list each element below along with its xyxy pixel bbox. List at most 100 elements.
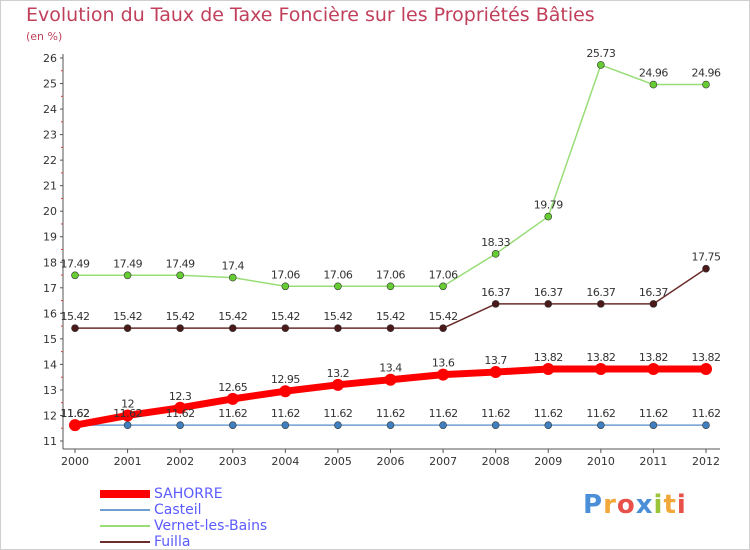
x-tick-label: 2005 xyxy=(324,455,352,468)
y-tick-label: 16 xyxy=(43,307,57,320)
data-label-sahorre: 13.82 xyxy=(692,351,721,364)
y-unit-label: (en %) xyxy=(26,30,63,43)
data-label-vernet-les-bains: 19.79 xyxy=(534,199,563,212)
data-label-casteil: 11.62 xyxy=(113,407,142,420)
data-label-sahorre: 12.95 xyxy=(271,373,300,386)
data-label-fuilla: 16.37 xyxy=(586,286,615,299)
data-point-sahorre xyxy=(279,385,292,398)
data-point-vernet-les-bains xyxy=(439,282,447,291)
data-label-sahorre: 12.65 xyxy=(218,381,247,394)
data-point-vernet-les-bains xyxy=(334,282,342,291)
data-label-vernet-les-bains: 17.4 xyxy=(222,260,245,273)
x-tick-label: 2012 xyxy=(692,455,720,468)
data-point-sahorre xyxy=(489,366,502,379)
data-point-sahorre xyxy=(594,362,607,375)
data-label-casteil: 11.62 xyxy=(61,407,90,420)
data-label-vernet-les-bains: 17.49 xyxy=(113,257,142,270)
data-point-fuilla xyxy=(544,300,553,308)
data-point-casteil xyxy=(334,421,342,429)
x-tick-label: 2009 xyxy=(534,455,562,468)
data-label-sahorre: 13.6 xyxy=(432,357,455,370)
data-label-fuilla: 15.42 xyxy=(218,310,247,323)
logo-letter: i xyxy=(653,490,664,520)
data-label-sahorre: 13.7 xyxy=(484,354,507,367)
data-label-vernet-les-bains: 24.96 xyxy=(692,67,721,80)
data-point-sahorre xyxy=(384,373,397,386)
data-point-sahorre xyxy=(331,378,344,391)
data-point-casteil xyxy=(649,421,658,429)
data-point-casteil xyxy=(281,421,290,429)
data-point-sahorre xyxy=(700,362,712,375)
data-point-casteil xyxy=(702,421,710,429)
chart-title: Evolution du Taux de Taxe Foncière sur l… xyxy=(26,4,595,26)
data-label-fuilla: 15.42 xyxy=(323,310,352,323)
x-tick-label: 2008 xyxy=(482,455,510,468)
data-label-vernet-les-bains: 18.33 xyxy=(481,236,510,249)
axes: 11 12 13 14 15 16 17 18 19 20 21 22 23 24 25 26 2000 2001… xyxy=(43,52,720,468)
y-tick-label: 15 xyxy=(43,333,57,346)
data-point-vernet-les-bains xyxy=(228,273,237,282)
data-point-vernet-les-bains xyxy=(702,80,710,89)
series-lines xyxy=(69,61,712,432)
y-tick-label: 17 xyxy=(43,282,57,295)
y-tick-label: 18 xyxy=(43,256,57,269)
data-label-sahorre: 12.3 xyxy=(169,390,192,403)
y-tick-label: 25 xyxy=(43,78,57,91)
legend-label: Fuilla xyxy=(154,534,191,550)
data-point-fuilla xyxy=(649,300,658,308)
logo-letter: x xyxy=(635,490,654,520)
legend-label: Casteil xyxy=(154,502,202,518)
data-label-casteil: 11.62 xyxy=(639,407,668,420)
data-point-vernet-les-bains xyxy=(281,282,290,291)
y-tick-label: 23 xyxy=(43,129,57,142)
data-point-sahorre xyxy=(226,392,239,405)
data-label-sahorre: 11.62 xyxy=(61,407,90,420)
data-point-fuilla xyxy=(334,324,342,332)
legend-label: Vernet-les-Bains xyxy=(154,518,268,534)
data-label-fuilla: 17.75 xyxy=(692,251,721,264)
legend-swatch xyxy=(100,525,150,527)
logo-letter: i xyxy=(676,490,687,520)
y-tick-label: 24 xyxy=(43,103,57,116)
x-tick-label: 2006 xyxy=(377,455,405,468)
data-point-vernet-les-bains xyxy=(176,271,184,280)
y-tick-label: 14 xyxy=(43,358,57,371)
y-tick-label: 22 xyxy=(43,154,57,167)
legend-item-sahorre: SAHORRE xyxy=(100,486,223,502)
data-label-casteil: 11.62 xyxy=(692,407,721,420)
data-label-casteil: 11.62 xyxy=(166,407,195,420)
data-point-fuilla xyxy=(71,324,79,332)
data-label-fuilla: 15.42 xyxy=(113,310,142,323)
series-line-vernet-les-bains xyxy=(74,64,707,288)
data-label-sahorre: 13.82 xyxy=(534,351,563,364)
data-point-fuilla xyxy=(386,324,395,332)
y-tick-label: 12 xyxy=(43,409,57,422)
data-label-vernet-les-bains: 17.06 xyxy=(323,268,352,281)
data-point-vernet-les-bains xyxy=(544,212,553,221)
data-label-casteil: 11.62 xyxy=(323,407,352,420)
x-tick-label: 2010 xyxy=(587,455,615,468)
data-label-fuilla: 15.42 xyxy=(271,310,300,323)
data-label-fuilla: 16.37 xyxy=(534,286,563,299)
x-tick-label: 2007 xyxy=(429,455,457,468)
data-label-sahorre: 12 xyxy=(121,397,134,410)
logo-letter: P xyxy=(583,490,604,520)
data-label-fuilla: 16.37 xyxy=(481,286,510,299)
data-label-fuilla: 15.42 xyxy=(429,310,458,323)
data-point-vernet-les-bains xyxy=(597,61,605,69)
data-point-casteil xyxy=(597,421,605,429)
proxiti-logo: Proxiti xyxy=(583,490,687,520)
data-point-sahorre xyxy=(174,401,187,414)
data-point-fuilla xyxy=(702,264,710,273)
data-label-fuilla: 15.42 xyxy=(166,310,195,323)
legend-swatch xyxy=(100,490,150,498)
data-point-vernet-les-bains xyxy=(71,271,79,280)
data-point-fuilla xyxy=(491,300,500,308)
data-label-casteil: 11.62 xyxy=(376,407,405,420)
legend-item-vernet-les-bains: Vernet-les-Bains xyxy=(100,518,267,534)
data-point-vernet-les-bains xyxy=(649,80,658,89)
data-point-casteil xyxy=(491,421,500,429)
data-label-vernet-les-bains: 17.49 xyxy=(61,257,90,270)
logo-letter: o xyxy=(616,490,636,520)
data-label-casteil: 11.62 xyxy=(534,407,563,420)
